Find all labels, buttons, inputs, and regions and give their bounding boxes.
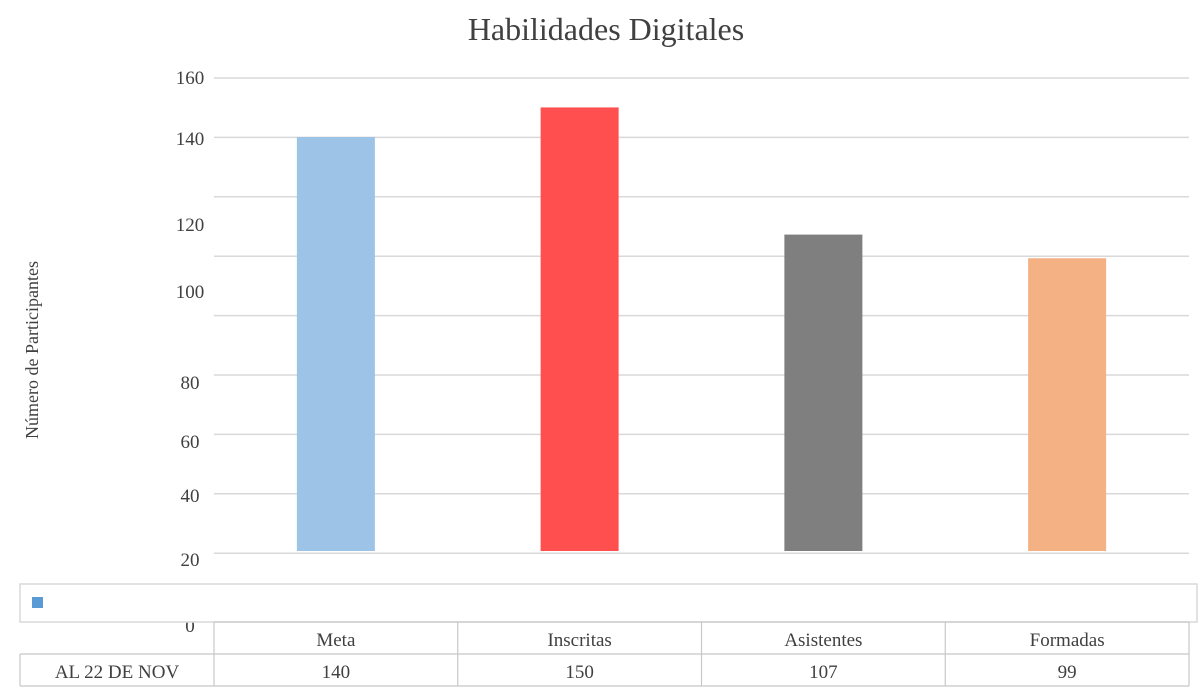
- gridlines: [214, 77, 1189, 554]
- x-tick-label: Inscritas: [547, 630, 611, 651]
- y-tick-labels: 0 20 40 60 80 100 120 140 160: [176, 68, 205, 637]
- y-tick-label: 60: [181, 432, 200, 453]
- bars: [296, 107, 1107, 552]
- bar: [784, 234, 863, 552]
- legend-marker: [32, 597, 43, 608]
- y-axis-label: Número de Participantes: [22, 261, 42, 439]
- x-tick-label: Asistentes: [784, 630, 862, 651]
- bar: [540, 107, 619, 551]
- y-tick-label: 40: [181, 486, 200, 507]
- x-tick-label: Meta: [316, 630, 356, 651]
- data-table-value: 99: [1058, 662, 1077, 683]
- data-table: Meta Inscritas Asistentes Formadas AL 22 DE …: [19, 621, 1190, 687]
- series-name: AL 22 DE NOV: [55, 662, 180, 683]
- bar: [1028, 258, 1107, 551]
- data-table-value: 107: [809, 662, 838, 683]
- data-table-value: 140: [322, 662, 351, 683]
- data-table-value: 150: [565, 662, 594, 683]
- y-tick-label: 140: [176, 129, 205, 150]
- bar: [296, 137, 375, 551]
- x-tick-label: Formadas: [1030, 630, 1105, 651]
- y-tick-label: 100: [176, 282, 205, 303]
- chart-title: Habilidades Digitales: [468, 11, 744, 47]
- y-tick-label: 20: [181, 550, 200, 571]
- legend-box: [19, 583, 1198, 623]
- y-tick-label: 160: [176, 68, 205, 89]
- y-tick-label: 80: [181, 373, 200, 394]
- y-tick-label: 0: [185, 616, 195, 637]
- y-tick-label: 120: [176, 215, 205, 236]
